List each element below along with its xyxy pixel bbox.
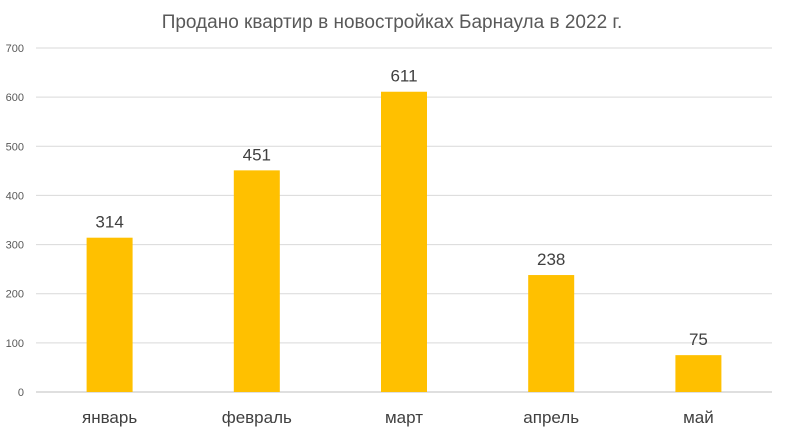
data-label: 451	[243, 145, 271, 164]
bar	[86, 237, 133, 392]
x-tick-label: март	[385, 408, 423, 427]
y-tick-label: 400	[6, 190, 24, 202]
bar	[233, 170, 280, 392]
data-label: 611	[390, 67, 417, 86]
y-tick-label: 0	[18, 387, 24, 399]
x-axis-ticks: январь февраль март апрель май	[82, 408, 714, 427]
x-tick-label: февраль	[222, 408, 292, 427]
bar	[675, 355, 722, 392]
chart-title: Продано квартир в новостройках Барнаула …	[162, 12, 623, 33]
x-tick-label: апрель	[523, 408, 579, 427]
data-label: 238	[537, 250, 565, 269]
y-tick-label: 600	[6, 92, 24, 104]
y-tick-label: 300	[6, 240, 24, 252]
x-tick-label: май	[683, 408, 714, 427]
x-tick-label: январь	[82, 408, 137, 427]
bars	[86, 91, 722, 392]
y-tick-label: 100	[6, 338, 24, 350]
y-tick-label: 200	[6, 289, 24, 301]
bar	[528, 275, 575, 392]
y-tick-label: 500	[6, 141, 24, 153]
bar	[381, 91, 427, 392]
y-axis-ticks: 0 100 200 300 400 500 600 700	[6, 43, 24, 399]
y-tick-label: 700	[6, 43, 24, 55]
data-label: 314	[95, 213, 123, 232]
data-labels: 314 451 611 238 75	[95, 67, 707, 349]
data-label: 75	[689, 330, 708, 349]
